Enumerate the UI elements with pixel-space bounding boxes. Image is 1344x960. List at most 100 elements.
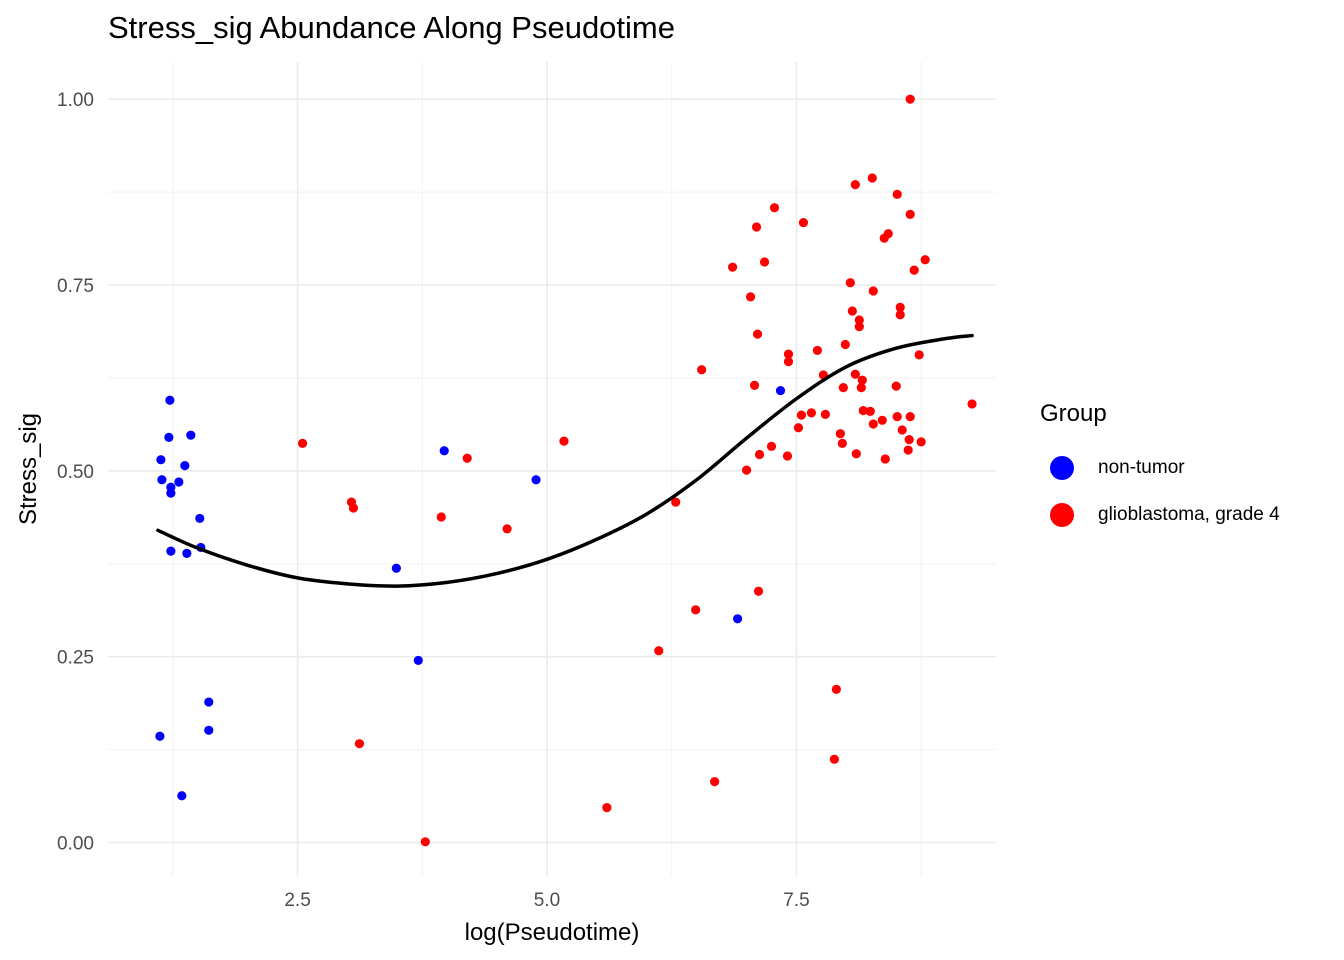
data-points bbox=[155, 94, 977, 847]
x-tick-labels: 2.5 5.0 7.5 bbox=[284, 890, 809, 911]
data-point-glioblastoma bbox=[741, 465, 752, 475]
minor-gridlines bbox=[108, 62, 996, 876]
data-point-glioblastoma bbox=[783, 349, 794, 359]
data-point-glioblastoma bbox=[793, 423, 804, 433]
data-point-glioblastoma bbox=[877, 415, 887, 425]
data-point-glioblastoma bbox=[857, 375, 867, 385]
data-point-non-tumor bbox=[204, 697, 214, 707]
legend-title: Group bbox=[1040, 400, 1107, 427]
data-point-glioblastoma bbox=[752, 329, 763, 339]
data-point-glioblastoma bbox=[348, 503, 359, 513]
data-point-glioblastoma bbox=[905, 209, 915, 219]
data-point-glioblastoma bbox=[967, 399, 977, 409]
data-point-non-tumor bbox=[156, 455, 166, 465]
data-point-glioblastoma bbox=[783, 356, 794, 367]
data-point-glioblastoma bbox=[462, 453, 472, 463]
x-axis-title: log(Pseudotime) bbox=[465, 919, 640, 946]
data-point-glioblastoma bbox=[903, 445, 913, 455]
data-point-glioblastoma bbox=[796, 410, 807, 420]
data-point-glioblastoma bbox=[766, 441, 777, 451]
legend-key-glioblastoma bbox=[1050, 502, 1074, 527]
data-point-non-tumor bbox=[775, 385, 786, 396]
data-point-non-tumor bbox=[439, 446, 449, 456]
data-point-glioblastoma bbox=[905, 411, 915, 422]
x-tick-label: 5.0 bbox=[534, 890, 560, 911]
data-point-non-tumor bbox=[165, 395, 175, 405]
legend-item-glioblastoma: glioblastoma, grade 4 bbox=[1040, 491, 1280, 538]
data-point-glioblastoma bbox=[602, 803, 612, 813]
data-point-glioblastoma bbox=[854, 315, 864, 325]
legend-item-non-tumor: non-tumor bbox=[1040, 444, 1280, 491]
data-point-glioblastoma bbox=[892, 411, 902, 422]
data-point-glioblastoma bbox=[806, 408, 817, 418]
y-tick-label: 0.50 bbox=[57, 462, 94, 483]
data-point-glioblastoma bbox=[749, 380, 760, 390]
data-point-glioblastoma bbox=[710, 776, 720, 787]
data-point-non-tumor bbox=[391, 563, 401, 573]
data-point-glioblastoma bbox=[851, 449, 861, 459]
data-point-glioblastoma bbox=[916, 437, 926, 447]
legend: Group non-tumor glioblastoma, grade 4 bbox=[1040, 400, 1280, 538]
data-point-glioblastoma bbox=[297, 438, 308, 448]
data-point-glioblastoma bbox=[840, 339, 850, 350]
major-gridlines bbox=[108, 62, 996, 876]
data-point-glioblastoma bbox=[883, 229, 893, 239]
data-point-non-tumor bbox=[166, 488, 176, 498]
data-point-glioblastoma bbox=[654, 646, 664, 656]
data-point-glioblastoma bbox=[697, 365, 707, 375]
data-point-glioblastoma bbox=[769, 203, 780, 213]
data-point-non-tumor bbox=[413, 655, 423, 666]
data-point-glioblastoma bbox=[745, 292, 756, 302]
data-point-non-tumor bbox=[157, 475, 167, 485]
data-point-glioblastoma bbox=[891, 381, 901, 391]
y-tick-label: 0.75 bbox=[57, 276, 94, 297]
data-point-glioblastoma bbox=[812, 345, 823, 356]
data-point-glioblastoma bbox=[751, 222, 762, 232]
data-point-glioblastoma bbox=[850, 369, 860, 379]
data-point-glioblastoma bbox=[895, 310, 905, 320]
data-point-glioblastoma bbox=[856, 383, 866, 393]
data-point-glioblastoma bbox=[845, 278, 855, 288]
data-point-non-tumor bbox=[204, 725, 214, 735]
x-tick-label: 7.5 bbox=[783, 890, 809, 911]
data-point-glioblastoma bbox=[436, 512, 446, 522]
data-point-non-tumor bbox=[180, 461, 190, 471]
data-point-glioblastoma bbox=[892, 189, 902, 199]
data-point-glioblastoma bbox=[759, 257, 770, 267]
data-point-glioblastoma bbox=[837, 438, 847, 448]
data-point-non-tumor bbox=[174, 477, 184, 487]
data-point-non-tumor bbox=[182, 548, 192, 558]
data-point-non-tumor bbox=[155, 731, 165, 741]
y-tick-label: 0.25 bbox=[57, 648, 94, 669]
data-point-glioblastoma bbox=[354, 739, 365, 749]
data-point-glioblastoma bbox=[865, 406, 875, 416]
data-point-glioblastoma bbox=[868, 286, 878, 296]
data-point-glioblastoma bbox=[727, 262, 738, 272]
data-point-non-tumor bbox=[166, 546, 176, 556]
data-point-glioblastoma bbox=[420, 837, 430, 847]
data-point-non-tumor bbox=[195, 513, 205, 524]
data-point-glioblastoma bbox=[850, 180, 860, 190]
data-point-non-tumor bbox=[177, 791, 187, 801]
data-point-glioblastoma bbox=[847, 306, 857, 316]
legend-key-non-tumor bbox=[1050, 455, 1074, 480]
data-point-glioblastoma bbox=[691, 605, 701, 615]
data-point-glioblastoma bbox=[914, 350, 924, 360]
data-point-glioblastoma bbox=[502, 524, 512, 534]
data-point-glioblastoma bbox=[858, 406, 868, 416]
data-point-glioblastoma bbox=[854, 322, 864, 332]
legend-label-non-tumor: non-tumor bbox=[1098, 456, 1185, 478]
x-tick-label: 2.5 bbox=[284, 890, 310, 911]
data-point-glioblastoma bbox=[831, 684, 841, 695]
y-tick-label: 0.00 bbox=[57, 834, 94, 855]
data-point-glioblastoma bbox=[829, 754, 839, 764]
data-point-non-tumor bbox=[186, 430, 196, 440]
data-point-glioblastoma bbox=[798, 217, 809, 228]
legend-label-glioblastoma: glioblastoma, grade 4 bbox=[1098, 503, 1280, 525]
y-tick-label: 1.00 bbox=[57, 90, 94, 111]
trend-line bbox=[156, 333, 974, 588]
data-point-glioblastoma bbox=[880, 454, 890, 464]
data-point-glioblastoma bbox=[782, 451, 793, 461]
data-point-glioblastoma bbox=[867, 173, 877, 183]
data-point-glioblastoma bbox=[671, 497, 681, 507]
